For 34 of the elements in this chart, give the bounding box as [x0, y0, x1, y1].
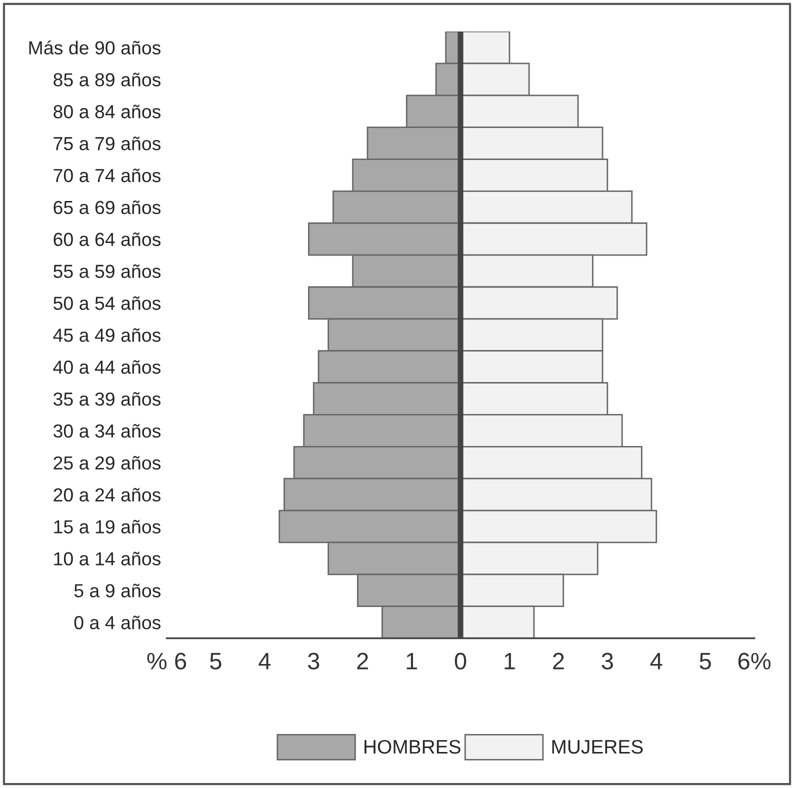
- legend-label: MUJERES: [552, 740, 643, 754]
- legend-label: HOMBRES: [364, 740, 460, 754]
- x-tick-label: 2: [553, 652, 564, 670]
- y-tick-label: 65 a 69 años: [54, 200, 161, 214]
- y-tick-label: 50 a 54 años: [54, 296, 161, 310]
- y-tick-label: Más de 90 años: [29, 40, 161, 54]
- x-tick-label: 6%: [738, 652, 771, 670]
- y-tick-label: 30 a 34 años: [53, 424, 161, 438]
- x-tick-label: 4: [258, 653, 271, 670]
- y-tick-label: 25 a 29 años: [54, 456, 161, 470]
- x-tick-label: 1: [406, 653, 417, 670]
- x-tick-label: 3: [602, 652, 613, 670]
- y-tick-label: 35 a 39 años: [53, 392, 161, 406]
- x-tick-label: 0: [454, 652, 466, 670]
- y-tick-label: 45 a 49 años: [53, 328, 161, 342]
- x-tick-label: 4: [650, 653, 662, 670]
- y-tick-label: 40 a 44 años: [53, 360, 161, 374]
- y-tick-label: 80 a 84 años: [54, 104, 161, 118]
- x-tick-label: 5: [700, 653, 711, 670]
- y-tick-label: 55 a 59 años: [54, 264, 161, 278]
- y-tick-label: 70 a 74 años: [54, 168, 161, 182]
- y-tick-label: 20 a 24 años: [54, 488, 161, 502]
- y-tick-label: 85 a 89 años: [54, 72, 161, 86]
- y-tick-label: 5 a 9 años: [74, 584, 161, 598]
- x-tick-label: 5: [210, 653, 222, 670]
- x-tick-label: % 6: [147, 652, 186, 670]
- x-tick-label: 3: [308, 652, 320, 670]
- y-tick-label: 0 a 4 años: [74, 616, 161, 630]
- y-tick-label: 60 a 64 años: [54, 232, 161, 246]
- x-tick-label: 1: [504, 653, 515, 670]
- x-tick-label: 2: [357, 652, 368, 670]
- y-tick-label: 15 a 19 años: [54, 520, 161, 534]
- y-tick-label: 75 a 79 años: [54, 136, 161, 150]
- y-tick-label: 10 a 14 años: [54, 552, 161, 566]
